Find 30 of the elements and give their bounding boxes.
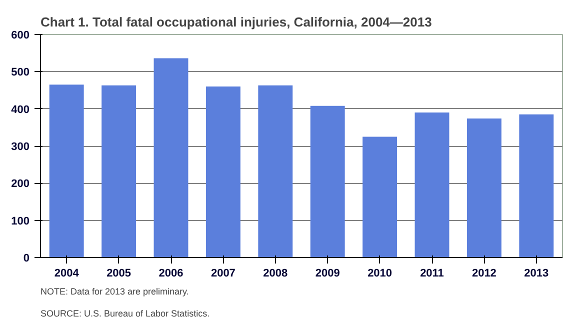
bar xyxy=(154,58,188,258)
y-tick-label: 400 xyxy=(11,104,30,116)
y-tick-label: 300 xyxy=(11,141,30,153)
text: NOTE: Data for 2013 are preliminary. xyxy=(40,286,189,296)
bar xyxy=(414,112,450,258)
y-tick-label: 600 xyxy=(11,30,30,42)
bar xyxy=(206,86,240,258)
bar xyxy=(310,106,345,258)
bar xyxy=(102,85,136,258)
x-tick-label: 2012 xyxy=(472,268,496,280)
x-tick-label: 2005 xyxy=(106,268,132,280)
bar xyxy=(519,114,554,258)
x-tick-label: 2011 xyxy=(420,268,444,280)
y-tick-label: 500 xyxy=(11,66,30,79)
x-tick-label: 2013 xyxy=(524,268,549,280)
y-tick-label: 200 xyxy=(11,178,30,190)
bar xyxy=(49,84,84,258)
source-note: SOURCE: U.S. Bureau of Labor Statistics. xyxy=(40,308,210,318)
x-tick-label: 2007 xyxy=(210,268,236,280)
bar xyxy=(362,136,398,258)
x-tick-label: 2006 xyxy=(158,268,184,280)
y-tick-label: 100 xyxy=(11,215,30,228)
x-tick-label: 2004 xyxy=(54,268,80,280)
chart-title: Chart 1. Total fatal occupational injuries, California, 2004—2013 xyxy=(40,14,432,30)
x-tick-label: 2008 xyxy=(263,268,288,280)
bar xyxy=(466,118,502,258)
bar xyxy=(258,85,293,258)
x-tick-label: 2010 xyxy=(368,268,392,280)
y-tick-label: 0 xyxy=(23,252,30,264)
x-tick-label: 2009 xyxy=(315,268,340,280)
